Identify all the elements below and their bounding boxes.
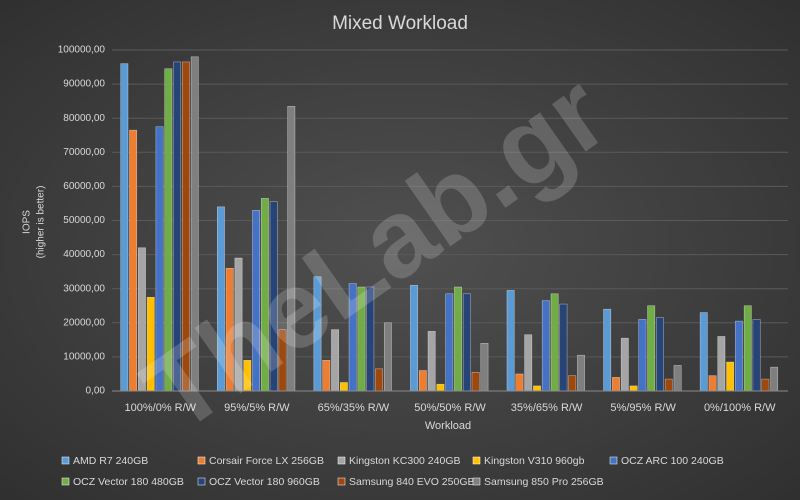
legend-swatch [61, 456, 70, 465]
bar [629, 385, 638, 392]
legend-label: AMD R7 240GB [73, 455, 148, 467]
y-tick-label: 30000,00 [63, 283, 105, 294]
bar [577, 354, 585, 392]
x-axis-title: Workload [425, 420, 471, 432]
legend-swatch [61, 477, 70, 486]
y-tick-label: 80000,00 [63, 113, 105, 124]
y-tick-label: 40000,00 [63, 249, 105, 260]
bar [603, 308, 612, 392]
bar [550, 293, 559, 392]
bar [471, 371, 480, 392]
y-axis-title: IOPS [22, 210, 33, 234]
y-tick-label: 50000,00 [63, 215, 105, 226]
bar [708, 375, 717, 392]
bar [568, 375, 577, 392]
bar [699, 312, 708, 392]
bar [322, 360, 331, 392]
bar [515, 373, 524, 392]
bar [735, 320, 743, 392]
plot: 0,00 10000,00 20000,00 30000,00 40000,00 5000… [58, 45, 788, 488]
bar [752, 319, 761, 392]
bar [541, 300, 550, 392]
x-tick-label: 95%/5% R/W [224, 402, 290, 414]
legend-swatch [197, 477, 206, 486]
legend-label: Kingston KC300 240GB [349, 455, 461, 467]
legend-label: Samsung 840 EVO 250GB [349, 476, 475, 488]
legend-swatch [337, 456, 346, 465]
bar [620, 337, 629, 392]
x-tick-label: 50%/50% R/W [414, 402, 486, 414]
bar [480, 343, 489, 392]
legend-label: OCZ Vector 180 960GB [209, 476, 320, 488]
bar [726, 361, 735, 392]
bar [664, 378, 673, 392]
y-tick-label: 20000,00 [63, 317, 105, 328]
y-tick-label: 100000,00 [58, 45, 106, 56]
bar [120, 63, 129, 392]
bar [436, 383, 445, 392]
legend-swatch [197, 456, 206, 465]
bar [524, 334, 533, 392]
bar [383, 322, 392, 392]
bar [770, 366, 779, 392]
bar [638, 319, 647, 392]
y-tick-label: 70000,00 [63, 147, 105, 158]
bar [743, 305, 752, 392]
bar [375, 368, 383, 392]
legend-swatch [472, 456, 481, 465]
y-axis-title: (higher is better) [36, 186, 47, 259]
x-tick-label: 35%/65% R/W [511, 402, 583, 414]
chart-title: Mixed Workload [332, 13, 468, 34]
legend-swatch [609, 456, 618, 465]
x-tick-label: 5%/95% R/W [610, 402, 676, 414]
x-tick-label: 100%/0% R/W [125, 402, 197, 414]
x-tick-label: 65%/35% R/W [318, 402, 390, 414]
legend-swatch [337, 477, 346, 486]
legend-label: OCZ Vector 180 480GB [73, 476, 184, 488]
bar [717, 336, 726, 392]
bar [656, 317, 664, 392]
bar [647, 305, 656, 392]
bar [445, 293, 454, 392]
bar [418, 370, 427, 392]
bar [673, 365, 682, 392]
x-tick-label: 0%/100% R/W [704, 402, 776, 414]
y-tick-label: 10000,00 [63, 352, 105, 363]
bar [761, 378, 770, 392]
y-tick-label: 0,00 [86, 386, 106, 397]
legend-label: Corsair Force LX 256GB [209, 455, 324, 467]
bar [339, 382, 348, 392]
bar [559, 303, 568, 392]
legend-swatch [472, 477, 481, 486]
legend-label: Kingston V310 960gb [484, 455, 585, 467]
bar [454, 286, 462, 392]
bar [612, 377, 620, 392]
y-tick-label: 90000,00 [63, 79, 105, 90]
bar [506, 290, 515, 392]
legend-label: OCZ ARC 100 240GB [621, 455, 724, 467]
bar [462, 293, 471, 392]
y-tick-label: 60000,00 [63, 181, 105, 192]
bar [427, 331, 436, 392]
legend-label: Samsung 850 Pro 256GB [484, 476, 604, 488]
bar [533, 385, 541, 392]
